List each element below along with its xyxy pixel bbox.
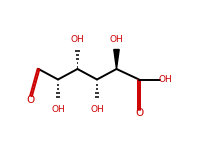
Text: OH: OH xyxy=(71,34,84,43)
Text: OH: OH xyxy=(110,34,123,43)
Text: O: O xyxy=(135,108,143,118)
Polygon shape xyxy=(114,50,119,69)
Text: O: O xyxy=(26,95,34,105)
Text: OH: OH xyxy=(90,105,104,114)
Text: OH: OH xyxy=(158,75,172,84)
Text: OH: OH xyxy=(51,105,65,114)
